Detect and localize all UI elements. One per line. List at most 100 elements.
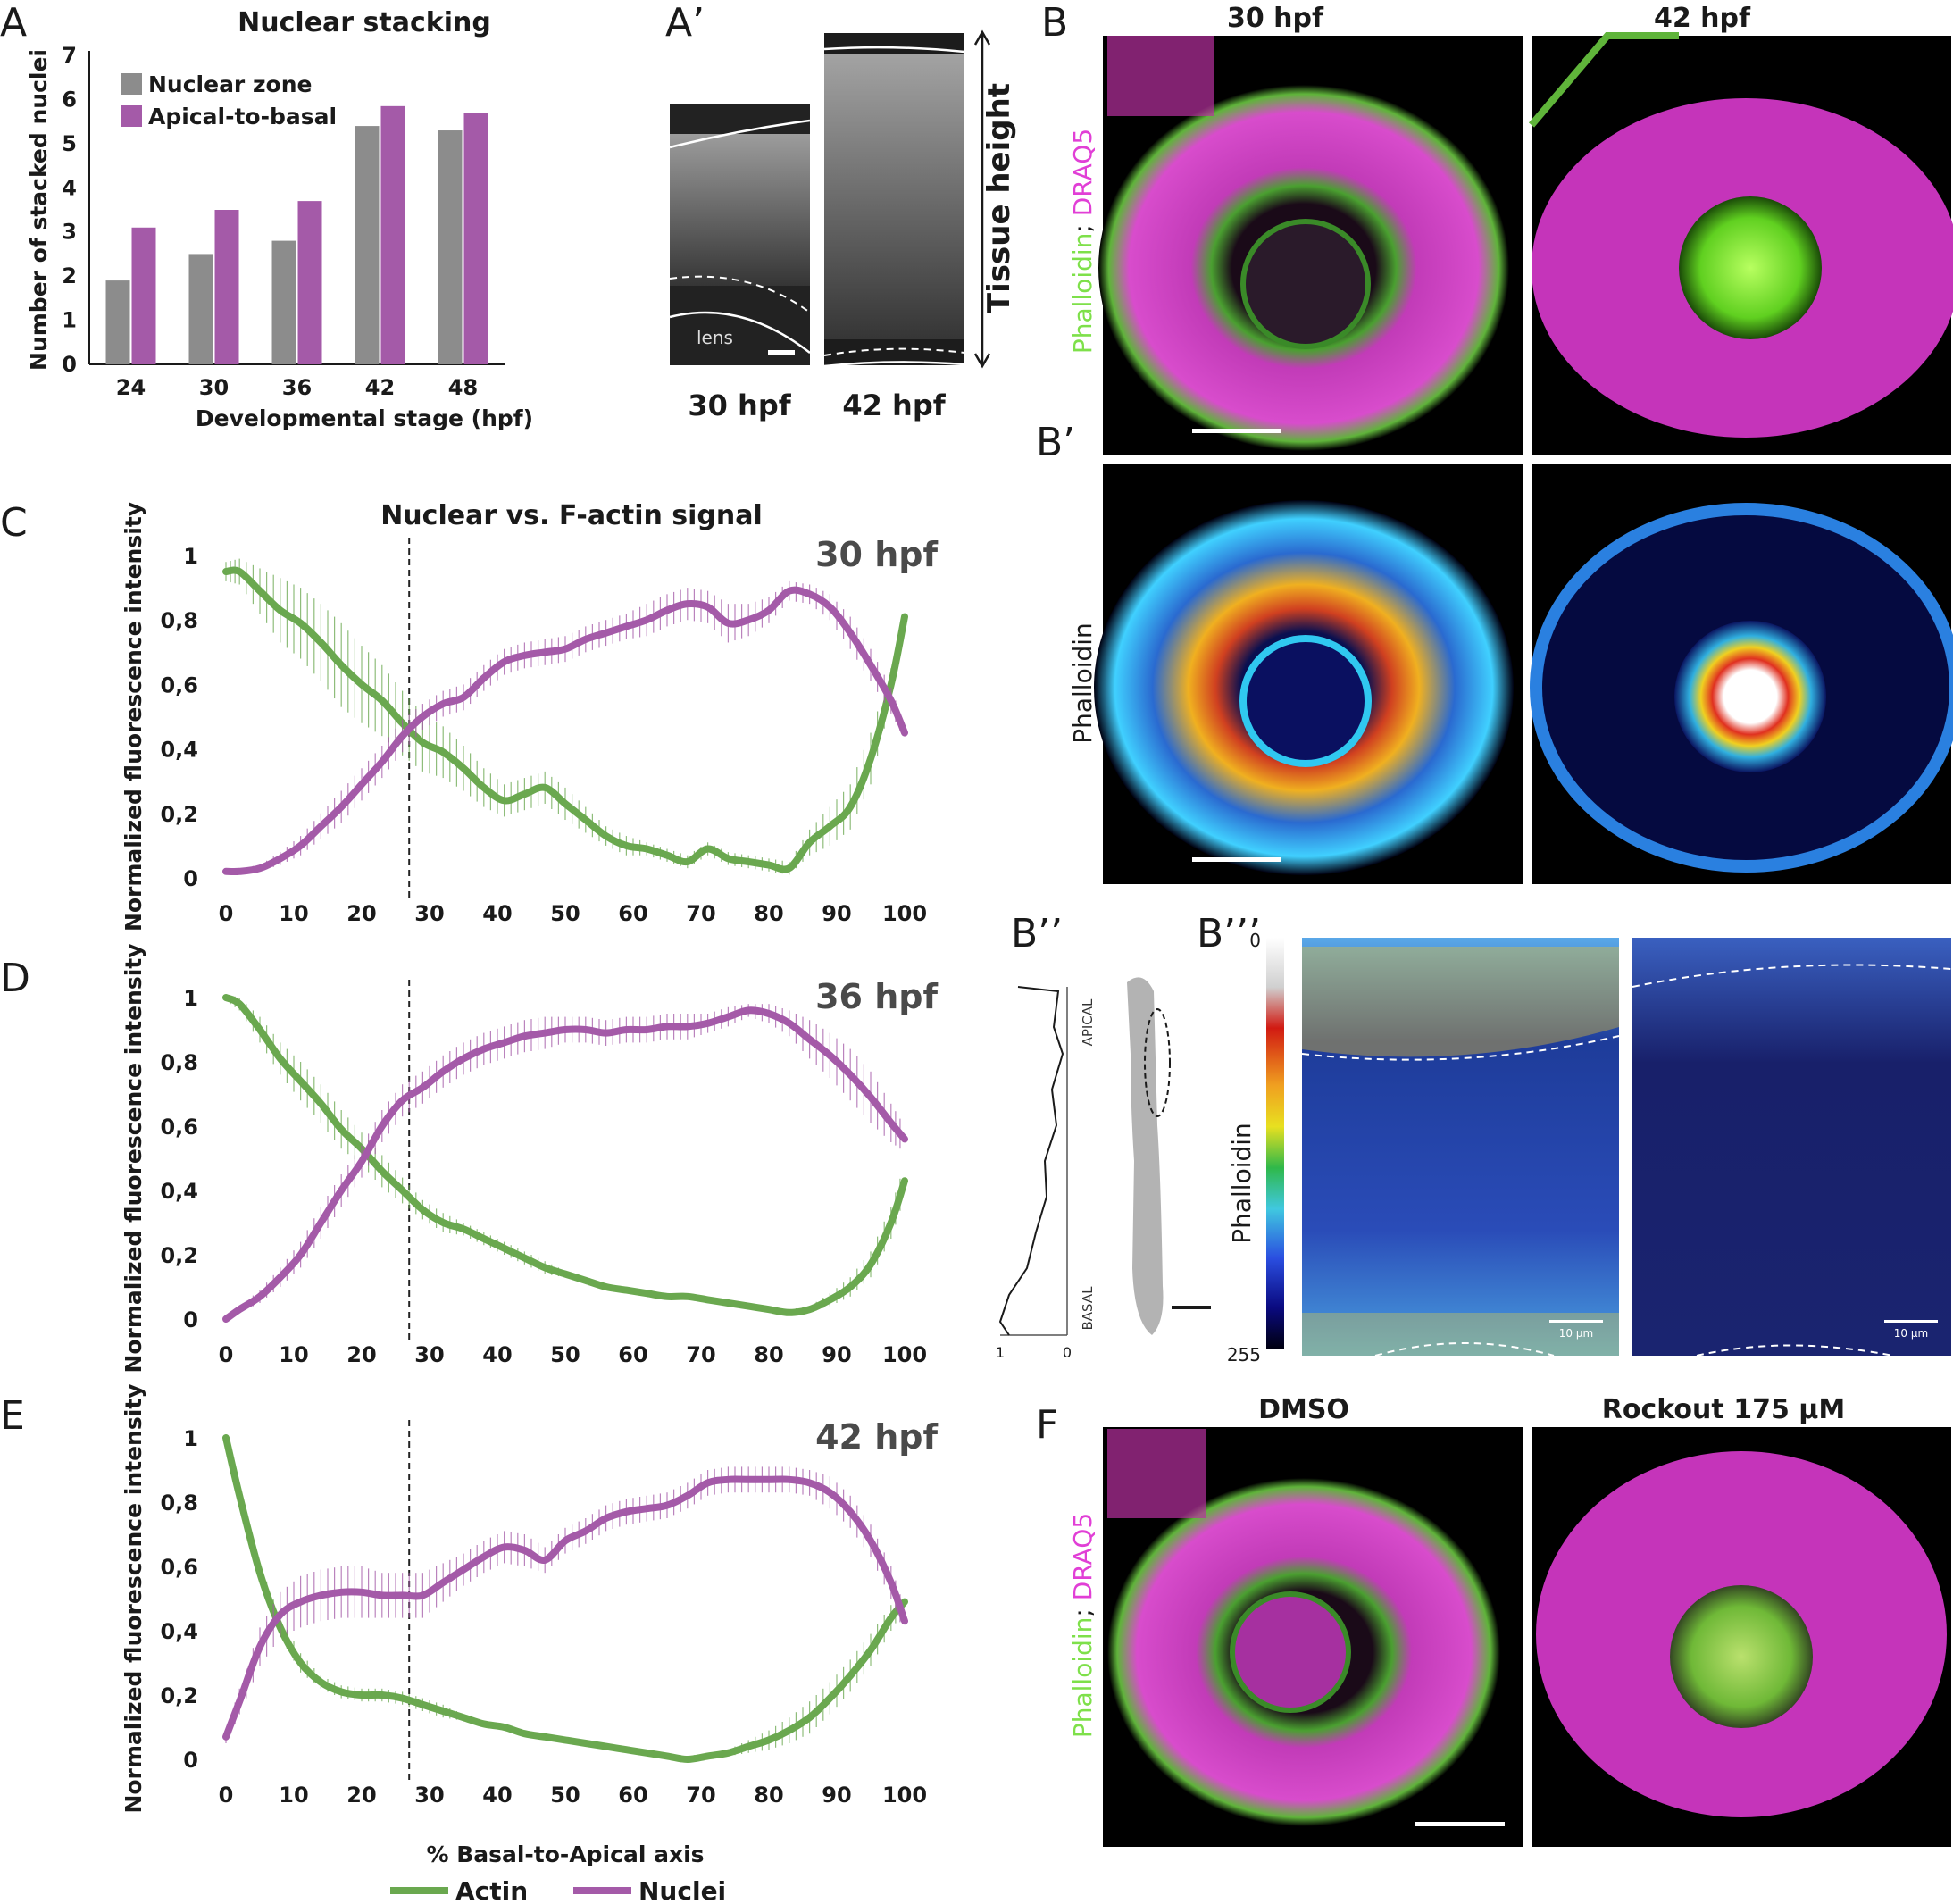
bp-stain-label: Phalloidin [1068,622,1098,744]
y-tick-label: 0,4 [160,738,198,763]
y-tick-label: 0,4 [160,1619,198,1644]
series-line-actin [222,1434,908,1764]
bar-nuclear-zone-42 [355,126,380,365]
legend-swatch [121,73,142,95]
x-tick-label: 40 [482,1783,512,1808]
y-tick-label: 0,8 [160,1491,198,1516]
chart-title: Nuclear vs. F-actin signal [380,500,763,531]
colorbar [1266,938,1284,1349]
y-tick-label: 1 [183,544,198,569]
scale-bar [1192,429,1281,433]
x-tick-label: 90 [822,1342,851,1367]
svg-text:1: 1 [996,1344,1005,1361]
micrograph-panel-f: DMSO Rockout 175 µM Phalloidin; DRAQ5 [1068,1394,1951,1847]
bar-nuclear-zone-24 [105,280,130,364]
y-tick-label: 1 [183,986,198,1011]
lens-label: lens [697,327,733,348]
label-30hpf: 30 hpf [688,388,791,422]
x-tick-label: 30 [414,1783,444,1808]
y-tick-label: 0,6 [160,1555,198,1580]
x-tick-label: 90 [822,901,851,926]
y-tick-label: 0,8 [160,1050,198,1075]
scale-bar [1549,1320,1603,1323]
x-tick-label: 10 [279,1783,308,1808]
series-line-nuclei [222,1475,908,1741]
y-tick-label: 0,8 [160,608,198,633]
micrograph-btp-30hpf [1302,938,1619,1356]
stage-label: 30 hpf [815,535,938,574]
bar-apical-to-basal-48 [463,113,488,364]
line-chart-30hpf: Nuclear vs. F-actin signal 30 hpf 0 0,2 0,4 0… [121,500,938,931]
y-tick-label: 0 [183,1307,198,1332]
y-tick-label: 2 [62,263,77,288]
scale-bar [1192,857,1281,862]
x-axis-label: Developmental stage (hpf) [196,405,533,431]
b-col-30hpf: 30 hpf [1227,3,1324,34]
x-tick-label: 50 [550,1783,580,1808]
y-tick-label: 0 [183,866,198,891]
y-tick-label: 0 [62,352,77,377]
series-line-nuclei [222,1006,908,1323]
y-tick-label: 0,2 [160,802,198,827]
scale-bar [1172,1306,1211,1309]
x-tick-label: 0 [219,901,234,926]
f-stain-label: Phalloidin; DRAQ5 [1068,1513,1098,1738]
tissue-height-label: Tissue height [981,83,1017,313]
profile-panel-b-dprime: 1 0 APICAL BASAL [996,977,1211,1361]
x-tick-label: 50 [550,1342,580,1367]
micrograph-panel-b: 30 hpf 42 hpf Phalloidin; DRAQ5 [1068,3,1953,455]
y-tick-label: 6 [62,87,77,112]
y-tick-label: 0,6 [160,672,198,697]
btp-stain-label: Phalloidin [1227,1123,1256,1244]
f-col-rockout: Rockout 175 µM [1602,1394,1845,1425]
bar-nuclear-zone-30 [188,254,213,364]
svg-text:10 µm: 10 µm [1559,1327,1593,1340]
b-stain-label: Phalloidin; DRAQ5 [1068,129,1098,354]
legend-swatch [121,105,142,127]
x-tick-label: 90 [822,1783,851,1808]
panel-label-d: D [0,956,30,1001]
x-tick-label: 70 [686,1783,715,1808]
legend-label: Nuclear zone [148,71,312,97]
f-col-dmso: DMSO [1258,1394,1349,1425]
x-tick-label: 42 [365,375,395,400]
y-tick-label: 3 [62,220,77,245]
apical-label: APICAL [1080,998,1096,1046]
scale-bar [1884,1320,1938,1323]
basal-label: BASAL [1080,1286,1096,1331]
x-tick-label: 48 [448,375,478,400]
bar-apical-to-basal-36 [297,201,322,364]
y-tick-label: 0,2 [160,1243,198,1268]
y-tick-label: 4 [62,175,77,200]
x-axis-label: % Basal-to-Apical axis [426,1841,704,1867]
x-tick-label: 100 [882,1783,927,1808]
b-col-42hpf: 42 hpf [1654,3,1751,34]
legend-label: Apical-to-basal [148,104,337,129]
series-line-nuclei [222,586,908,876]
y-axis-label: Number of stacked nuclei [26,49,52,371]
svg-text:255: 255 [1227,1344,1261,1365]
y-axis-label: Normalized fluorescence intensity [121,943,146,1373]
panel-label-f: F [1036,1402,1058,1448]
x-tick-label: 50 [550,901,580,926]
legend-nuclei-label: Nuclei [638,1876,726,1904]
x-tick-label: 80 [754,1342,783,1367]
x-tick-label: 60 [618,1783,647,1808]
y-axis-label: Normalized fluorescence intensity [121,502,146,931]
panel-label-a-prime: A’ [665,0,705,46]
scale-bar [1415,1822,1505,1826]
x-tick-label: 20 [346,1783,376,1808]
series-line-actin [222,994,908,1316]
x-tick-label: 80 [754,1783,783,1808]
bar-nuclear-zone-48 [438,130,463,364]
panel-label-c: C [0,500,28,546]
x-tick-label: 10 [279,1342,308,1367]
bar-apical-to-basal-30 [214,210,239,364]
panel-label-b: B [1041,0,1068,46]
x-tick-label: 100 [882,1342,927,1367]
chart-title: Nuclear stacking [238,7,491,38]
svg-text:10 µm: 10 µm [1894,1327,1928,1340]
x-tick-label: 40 [482,901,512,926]
stage-label: 42 hpf [815,1417,938,1457]
